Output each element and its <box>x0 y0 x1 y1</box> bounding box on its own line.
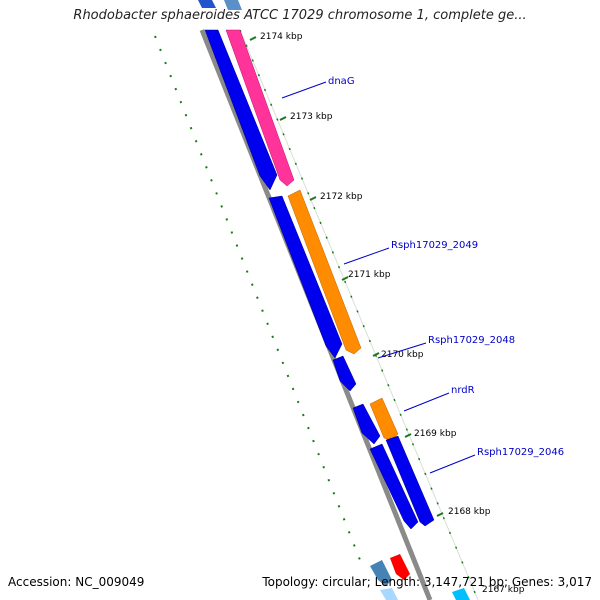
tick-label: 2174 kbp <box>260 32 303 42</box>
gene-cds-4[interactable] <box>352 403 381 445</box>
gene-label-nrdR[interactable]: nrdR <box>451 385 475 396</box>
gene-label-dnaG[interactable]: dnaG <box>328 76 355 87</box>
tick-label: 2168 kbp <box>448 507 491 517</box>
gene-label-rsph-2049[interactable]: Rsph17029_2049 <box>391 240 478 251</box>
gene-dnaG[interactable] <box>225 29 295 187</box>
gene-rsph-2046[interactable] <box>385 435 435 527</box>
gene-cds-top-outer[interactable] <box>224 0 242 10</box>
gene-cds-1[interactable] <box>204 29 278 191</box>
gene-partial-3[interactable] <box>380 588 398 600</box>
accession-label: Accession: <box>8 575 72 589</box>
length-value: 3,147,721 bp <box>423 575 504 589</box>
topology-value: circular <box>322 575 367 589</box>
gene-cds-2[interactable] <box>268 195 343 359</box>
gene-cds-3[interactable] <box>332 355 357 392</box>
gene-rsph-2049[interactable] <box>287 189 362 355</box>
genes-value: 3,017 <box>557 575 592 589</box>
tick-label: 2171 kbp <box>348 270 391 280</box>
gc-content-line <box>154 35 361 561</box>
genes-bottom-partial[interactable] <box>370 554 470 600</box>
gene-cds-5[interactable] <box>369 443 419 530</box>
topology-label: Topology: <box>262 575 319 589</box>
genes-outer-strand[interactable] <box>224 0 435 527</box>
genome-summary: Topology: circular; Length: 3,147,721 bp… <box>262 575 592 589</box>
length-label: Length: <box>374 575 421 589</box>
gene-labels[interactable]: dnaG Rsph17029_2049 Rsph17029_2048 nrdR … <box>328 76 564 458</box>
gene-cds-top[interactable] <box>198 0 216 8</box>
genes-inner-strand[interactable] <box>198 0 419 530</box>
accession-value: NC_009049 <box>75 575 145 589</box>
gene-partial-2[interactable] <box>390 554 410 580</box>
gene-label-rsph-2048[interactable]: Rsph17029_2048 <box>428 335 515 346</box>
gene-partial-4[interactable] <box>452 588 470 600</box>
tick-labels: 2174 kbp 2173 kbp 2172 kbp 2171 kbp 2170… <box>260 32 525 595</box>
tick-label: 2167 kbp <box>482 585 525 595</box>
tick-label: 2170 kbp <box>381 350 424 360</box>
tick-label: 2173 kbp <box>290 112 333 122</box>
tick-label: 2172 kbp <box>320 192 363 202</box>
gene-partial-1[interactable] <box>370 560 392 586</box>
genes-label: Genes: <box>511 575 554 589</box>
map-title: Rhodobacter sphaeroides ATCC 17029 chrom… <box>73 8 527 23</box>
gene-label-rsph-2046[interactable]: Rsph17029_2046 <box>477 447 564 458</box>
scale-ticks <box>249 36 444 517</box>
accession-info: Accession: NC_009049 <box>8 575 144 589</box>
gene-label-leaders <box>281 81 476 474</box>
tick-label: 2169 kbp <box>414 429 457 439</box>
outer-track-line <box>239 29 479 600</box>
